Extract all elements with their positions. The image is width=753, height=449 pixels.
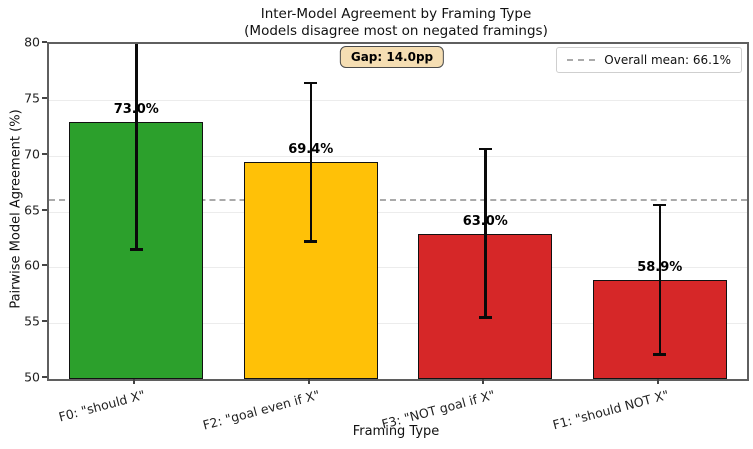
- error-bar-cap: [129, 248, 143, 251]
- y-tick-label: 55: [24, 313, 40, 329]
- bar-value-label: 69.4%: [288, 142, 334, 158]
- gridline: [49, 211, 747, 213]
- x-tick-mark: [482, 379, 485, 384]
- legend-label: Overall mean: 66.1%: [604, 53, 731, 67]
- y-tick-mark: [42, 41, 47, 43]
- error-bar-cap: [653, 203, 667, 207]
- y-tick-label: 50: [24, 369, 40, 385]
- error-bar-cap: [653, 353, 667, 356]
- gridline: [49, 267, 747, 269]
- y-tick-mark: [42, 152, 47, 155]
- x-tick-mark: [307, 379, 310, 384]
- bar-value-label: 73.0%: [113, 102, 159, 118]
- y-tick-label: 65: [24, 202, 40, 217]
- bar-value-label: 58.9%: [637, 259, 683, 275]
- error-bar-cap: [304, 240, 318, 243]
- y-tick-label: 75: [24, 90, 40, 106]
- dashed-line-icon: [567, 59, 596, 61]
- y-tick-label: 70: [24, 146, 40, 162]
- x-tick-label: F0: "should X": [57, 387, 148, 425]
- gridline: [49, 323, 747, 325]
- overall-mean-line: [49, 199, 747, 202]
- x-tick-label: F1: "should NOT X": [551, 387, 671, 433]
- chart-subtitle: (Models disagree most on negated framing…: [244, 23, 548, 39]
- gridline: [49, 155, 747, 157]
- y-tick-mark: [42, 208, 47, 211]
- y-tick-mark: [42, 376, 47, 378]
- y-tick-label: 80: [24, 34, 40, 50]
- error-bar-cap: [478, 316, 492, 319]
- y-tick-mark: [42, 264, 47, 267]
- gridline: [49, 99, 747, 101]
- legend: Overall mean: 66.1%: [556, 47, 742, 73]
- chart-title: Inter-Model Agreement by Framing Type: [260, 6, 532, 22]
- x-tick-mark: [133, 379, 136, 384]
- x-tick-label: F2: "goal even if X": [201, 387, 322, 433]
- y-tick-mark: [42, 96, 47, 99]
- bar-value-label: 63.0%: [462, 213, 508, 229]
- error-bar: [484, 147, 487, 319]
- error-bar-cap: [478, 147, 492, 151]
- y-tick-label: 60: [24, 257, 40, 273]
- error-bar-cap: [304, 81, 318, 85]
- error-bar: [135, 44, 138, 251]
- error-bar: [309, 81, 312, 243]
- x-tick-mark: [656, 379, 659, 384]
- plot-area: 73.0% 69.4% 63.0% 58.9%: [47, 42, 749, 381]
- y-tick-mark: [42, 320, 47, 323]
- gap-annotation: Gap: 14.0pp: [339, 46, 445, 68]
- x-axis-label: Framing Type: [352, 424, 440, 439]
- error-bar: [658, 203, 661, 356]
